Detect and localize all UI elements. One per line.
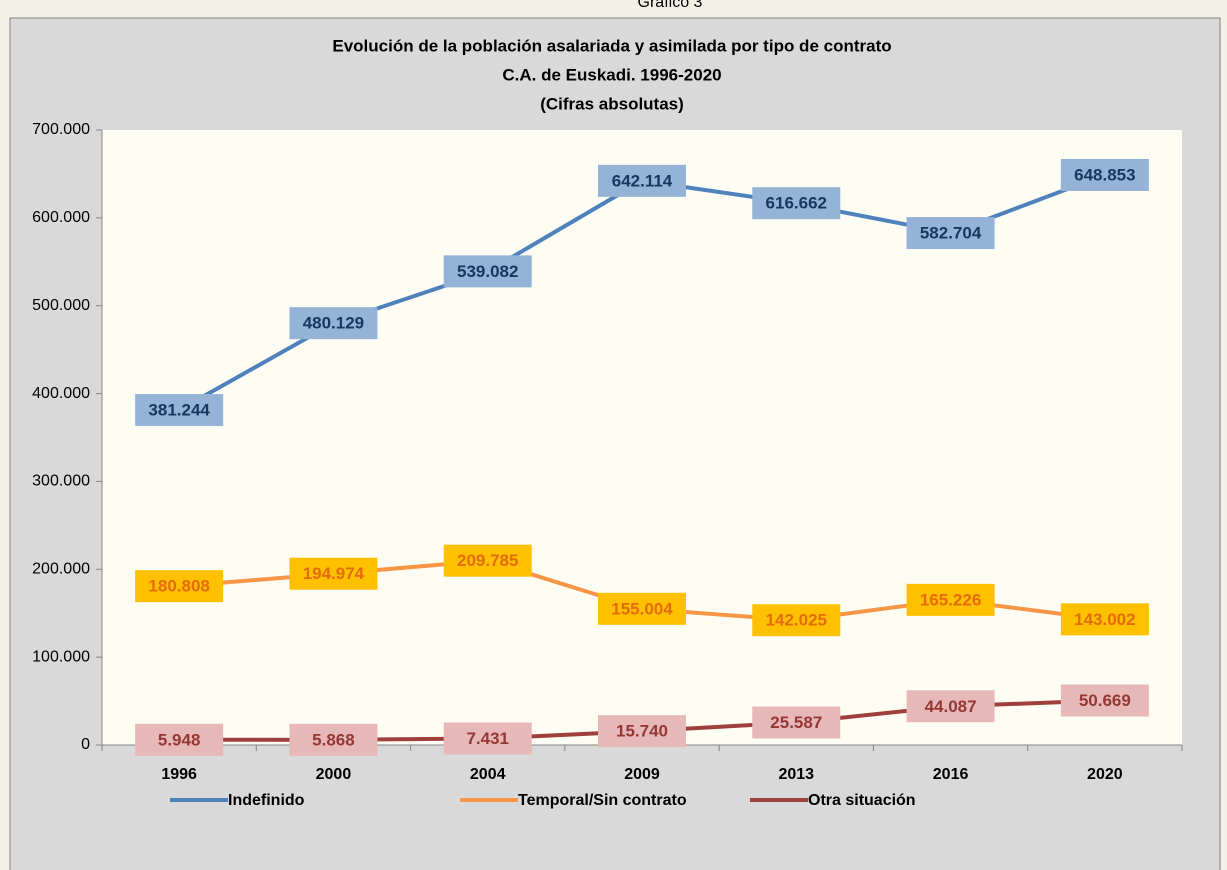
legend-label: Temporal/Sin contrato [518,792,687,809]
data-label: 50.669 [1079,691,1131,710]
chart-title: Evolución de la población asalariada y a… [332,36,891,55]
chart-subtitle: (Cifras absolutas) [540,94,684,113]
data-label-box [289,557,378,590]
y-tick-label: 700.000 [32,121,90,138]
data-label: 642.114 [612,171,673,190]
chart-subtitle: C.A. de Euskadi. 1996-2020 [502,65,721,84]
data-label: 142.025 [766,611,827,630]
x-tick-label: 2000 [316,766,352,783]
data-label: 381.244 [148,401,210,420]
legend-label: Otra situación [808,792,916,809]
data-label: 180.808 [148,577,209,596]
x-tick-label: 2016 [933,766,969,783]
x-tick-label: 2013 [778,766,814,783]
data-label: 25.587 [770,713,822,732]
data-label: 155.004 [611,599,673,618]
data-label-box [443,255,532,288]
legend-label: Indefinido [228,792,305,809]
data-label: 480.129 [303,314,364,333]
y-tick-label: 0 [81,736,90,753]
x-tick-label: 1996 [161,766,197,783]
data-label-box [752,187,841,220]
data-label-box [752,706,841,739]
x-tick-label: 2020 [1087,766,1123,783]
y-tick-label: 300.000 [32,473,90,490]
data-label: 15.740 [616,722,668,741]
data-label-box [1060,158,1149,191]
data-label-box [443,544,532,577]
data-label-box [135,723,224,756]
data-label-box [598,164,686,197]
data-label-box [1060,603,1149,636]
data-label-box [906,690,995,723]
plot-area [102,130,1182,745]
data-label: 539.082 [457,262,518,281]
data-label-box [443,722,532,755]
y-tick-label: 600.000 [32,209,90,226]
y-tick-label: 100.000 [32,648,90,665]
data-label: 5.868 [312,730,355,749]
data-label-box [289,723,378,756]
x-tick-label: 2009 [624,766,660,783]
data-label: 194.974 [303,564,365,583]
y-tick-label: 200.000 [32,561,90,578]
data-label: 5.948 [158,730,201,749]
caption: Gráfico 3 [638,0,703,11]
data-label: 7.431 [466,729,509,748]
data-label-box [289,307,378,340]
data-label: 209.785 [457,551,518,570]
data-label-box [598,715,686,748]
x-tick-label: 2004 [470,766,506,783]
data-label: 143.002 [1074,610,1135,629]
data-label: 44.087 [925,697,977,716]
data-label: 165.226 [920,590,981,609]
data-label: 582.704 [920,224,982,243]
y-tick-label: 400.000 [32,385,90,402]
data-label-box [752,604,841,637]
data-label-box [135,570,224,603]
data-label-box [598,592,686,625]
data-label: 616.662 [766,194,827,213]
data-label-box [906,583,995,616]
y-tick-label: 500.000 [32,297,90,314]
data-label-box [1060,684,1149,717]
data-label: 648.853 [1074,165,1135,184]
data-label-box [906,217,995,250]
data-label-box [135,394,224,427]
